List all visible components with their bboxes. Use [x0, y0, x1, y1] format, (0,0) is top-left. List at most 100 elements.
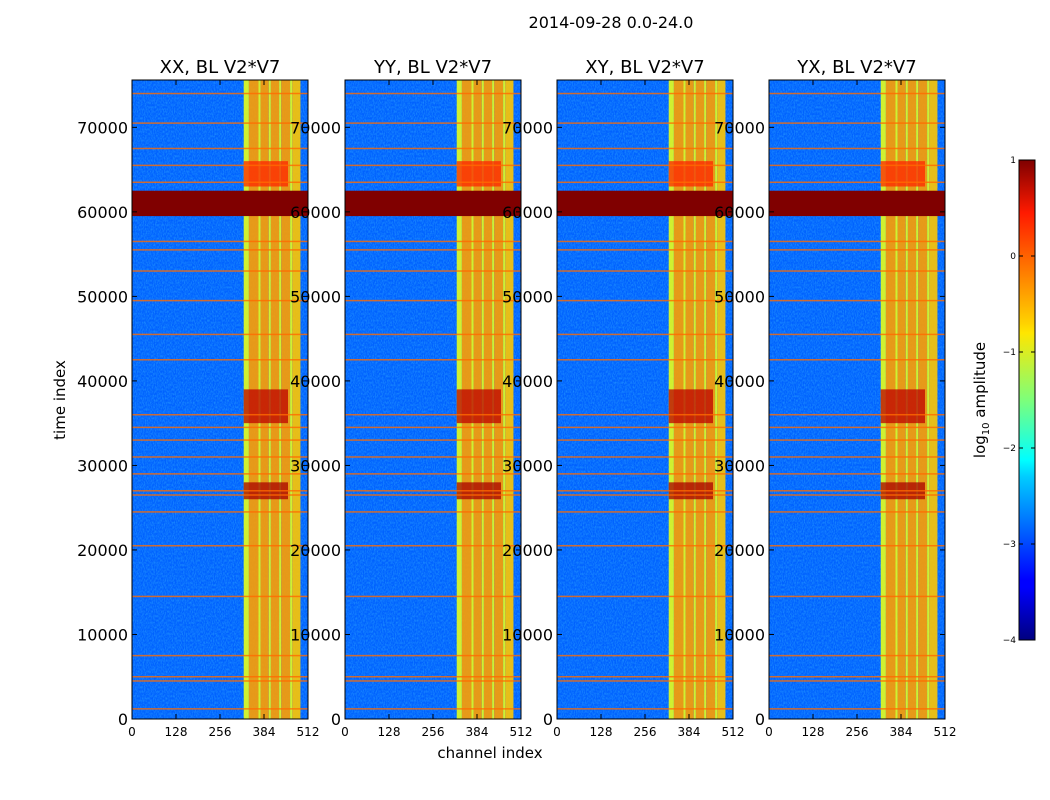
y-tick-label: 70000 [290, 118, 341, 137]
flag-line [557, 147, 733, 150]
band-stripe [505, 80, 514, 719]
band-stripe [290, 80, 293, 719]
panels: XX, BL V2*V7 0 10000 20000 30000 40000 50000 60… [77, 57, 956, 739]
y-tick-label: 40000 [290, 372, 341, 391]
y-tick-label: 10000 [714, 625, 765, 644]
flag-line [557, 270, 733, 272]
band-stripe [715, 80, 718, 719]
flag-line [769, 92, 945, 95]
panel-title: XY, BL V2*V7 [585, 57, 704, 78]
band-stripe [927, 80, 930, 719]
flag-line [557, 456, 733, 458]
y-tick-label: 20000 [502, 541, 553, 560]
y-tick-label: 20000 [290, 541, 341, 560]
y-tick-label: 30000 [290, 456, 341, 475]
hot-interval [668, 389, 713, 424]
y-tick-label: 60000 [290, 203, 341, 222]
x-tick-label: 128 [802, 725, 825, 739]
x-axis-label: channel index [437, 744, 542, 762]
panel-xx: XX, BL V2*V7 0 10000 20000 30000 40000 50000 60… [77, 57, 319, 739]
flag-line [769, 249, 945, 251]
flag-line [132, 413, 308, 416]
panel-title: YX, BL V2*V7 [796, 57, 916, 78]
colorbar-tick-label: −3 [1003, 540, 1016, 550]
colorbar-tick-label: 1 [1010, 156, 1016, 166]
panel-title: XX, BL V2*V7 [160, 57, 281, 78]
x-tick-label: 512 [934, 725, 957, 739]
x-tick-label: 256 [209, 725, 232, 739]
flag-line [557, 181, 733, 184]
x-tick-label: 0 [765, 725, 773, 739]
flag-line [345, 680, 521, 682]
flag-line [769, 439, 945, 441]
flag-line [557, 511, 733, 513]
flag-line [769, 675, 945, 678]
hot-interval [880, 389, 925, 424]
flag-line [769, 270, 945, 272]
y-axis-label: time index [51, 360, 69, 440]
flag-line [345, 92, 521, 95]
flag-line [557, 494, 733, 496]
y-tick-label: 70000 [714, 118, 765, 137]
flag-line [769, 456, 945, 458]
flag-line [557, 426, 733, 429]
flag-line [769, 654, 945, 657]
flag-line [557, 249, 733, 251]
colorbar-label: log10 amplitude [971, 342, 992, 458]
y-tick-label: 30000 [714, 456, 765, 475]
y-tick-label: 60000 [502, 203, 553, 222]
x-tick-label: 384 [466, 725, 489, 739]
flag-line [345, 147, 521, 150]
flag-line [345, 511, 521, 513]
colorbar-tick-label: −4 [1003, 636, 1017, 646]
flag-line [769, 494, 945, 496]
flag-line [345, 456, 521, 458]
flag-line [345, 494, 521, 496]
flag-line [557, 544, 733, 547]
flag-line [132, 680, 308, 682]
hot-interval [243, 389, 288, 424]
flag-line [132, 490, 308, 492]
flag-line [132, 359, 308, 361]
flag-line [345, 708, 521, 710]
colorbar: 1 0 −1 −2 −3 −4 log10 amplitude [971, 156, 1036, 646]
x-tick-label: 0 [128, 725, 136, 739]
hot-interval [456, 389, 501, 424]
flag-line [345, 122, 521, 124]
band-stripe [717, 80, 726, 719]
colorbar-gradient [1018, 159, 1036, 641]
flag-line [345, 240, 521, 243]
flag-line [345, 164, 521, 167]
flag-line [557, 654, 733, 657]
flag-line [769, 473, 945, 475]
flag-line [769, 680, 945, 682]
flag-line [557, 595, 733, 598]
flag-line [345, 490, 521, 492]
panel-yy: YY, BL V2*V7 0 10000 20000 30000 40000 50000 60… [290, 57, 532, 739]
band-stripe [929, 80, 938, 719]
flag-line [132, 181, 308, 184]
y-tick-label: 20000 [77, 541, 128, 560]
flag-line [345, 249, 521, 251]
flag-line [557, 92, 733, 95]
flag-line [557, 122, 733, 124]
flag-line [345, 413, 521, 416]
saturated-block [557, 190, 733, 217]
flag-line [557, 299, 733, 302]
flag-line [132, 473, 308, 475]
flag-line [132, 595, 308, 598]
y-tick-label: 50000 [77, 287, 128, 306]
flag-line [132, 675, 308, 678]
y-tick-label: 0 [755, 710, 765, 729]
flag-line [345, 595, 521, 598]
flag-line [769, 299, 945, 302]
y-tick-label: 10000 [502, 625, 553, 644]
flag-line [769, 164, 945, 167]
band-stripe [503, 80, 506, 719]
panel-xy: XY, BL V2*V7 0 10000 20000 30000 40000 50000 60… [502, 57, 744, 739]
figure-title: 2014-09-28 0.0-24.0 [529, 13, 694, 32]
flag-line [769, 147, 945, 150]
y-tick-label: 50000 [714, 287, 765, 306]
colorbar-tick-label: 0 [1010, 252, 1016, 262]
